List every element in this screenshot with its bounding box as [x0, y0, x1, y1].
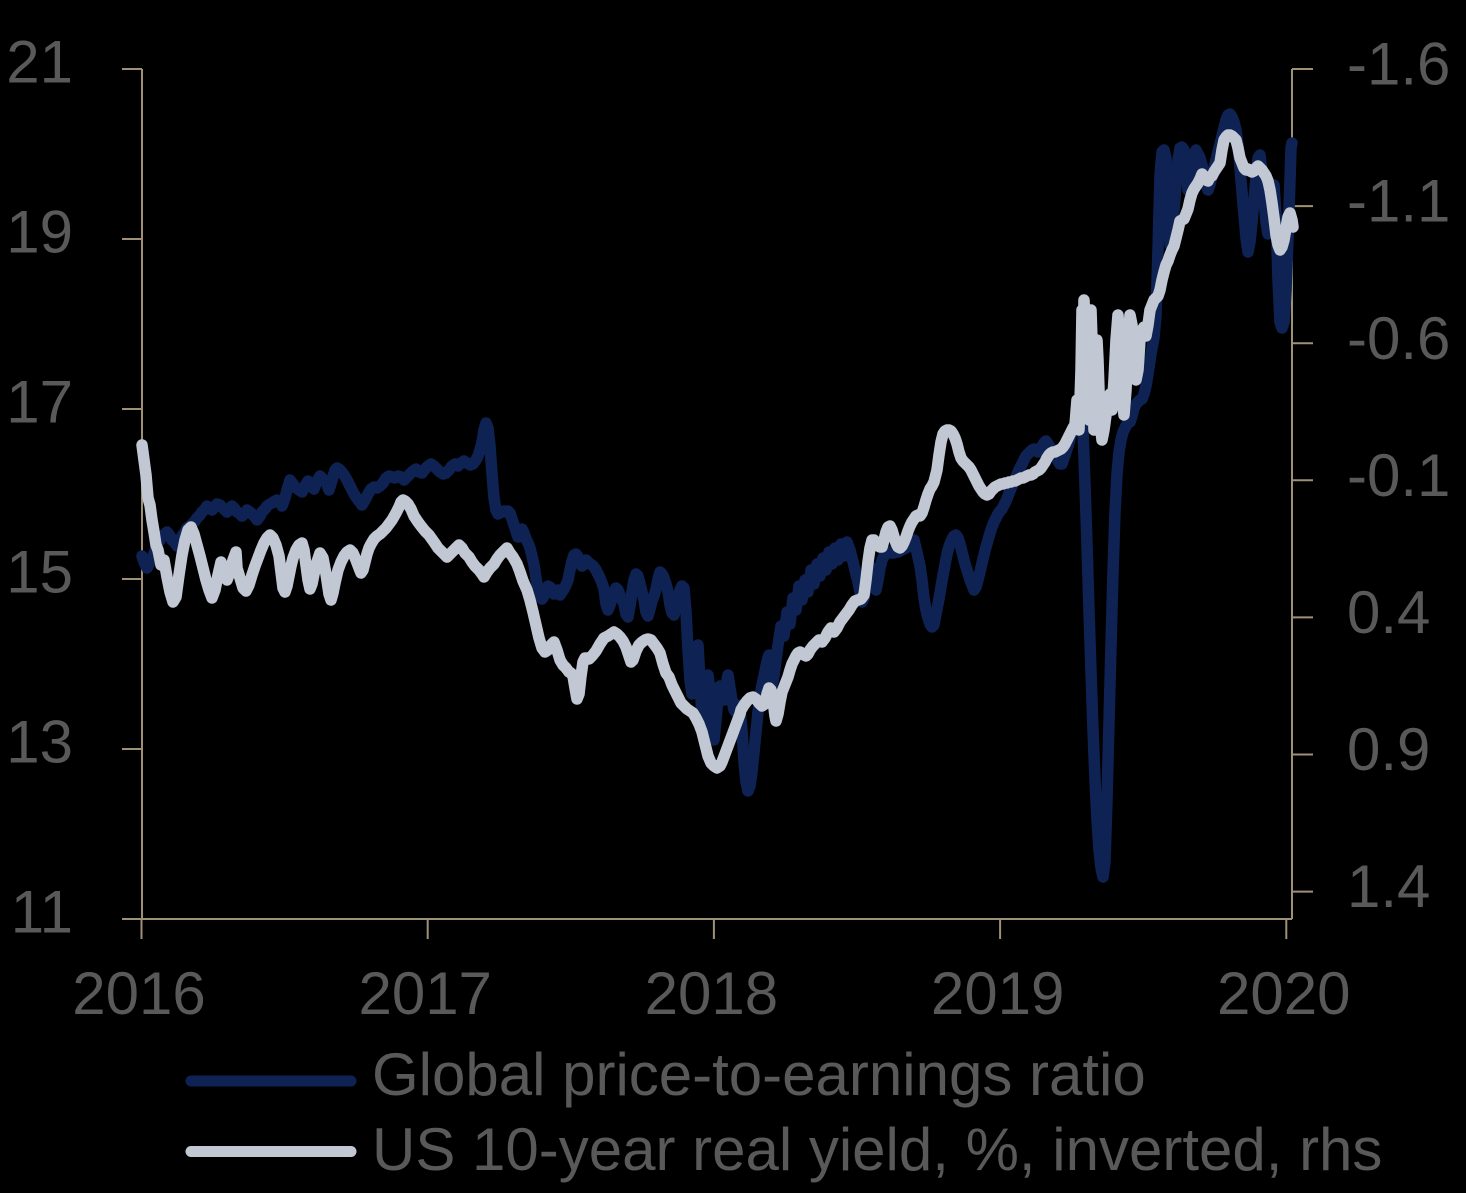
- svg-text:-0.6: -0.6: [1347, 305, 1450, 372]
- svg-text:Global price-to-earnings ratio: Global price-to-earnings ratio: [372, 1041, 1146, 1108]
- svg-text:2017: 2017: [358, 960, 491, 1027]
- svg-text:2019: 2019: [931, 960, 1064, 1027]
- svg-text:21: 21: [6, 29, 73, 96]
- svg-text:19: 19: [6, 199, 73, 266]
- svg-text:2016: 2016: [72, 960, 205, 1027]
- svg-text:11: 11: [11, 879, 73, 946]
- svg-text:2018: 2018: [645, 960, 778, 1027]
- svg-text:-1.1: -1.1: [1347, 168, 1450, 235]
- svg-text:17: 17: [6, 369, 73, 436]
- svg-text:13: 13: [6, 709, 73, 776]
- svg-text:0.4: 0.4: [1347, 579, 1430, 646]
- svg-text:1.4: 1.4: [1347, 853, 1430, 920]
- svg-text:15: 15: [6, 539, 73, 606]
- svg-text:0.9: 0.9: [1347, 716, 1430, 783]
- svg-text:-0.1: -0.1: [1347, 442, 1450, 509]
- svg-text:2020: 2020: [1217, 960, 1350, 1027]
- svg-text:-1.6: -1.6: [1347, 31, 1450, 98]
- svg-text:US 10-year real yield, %, inve: US 10-year real yield, %, inverted, rhs: [372, 1116, 1382, 1183]
